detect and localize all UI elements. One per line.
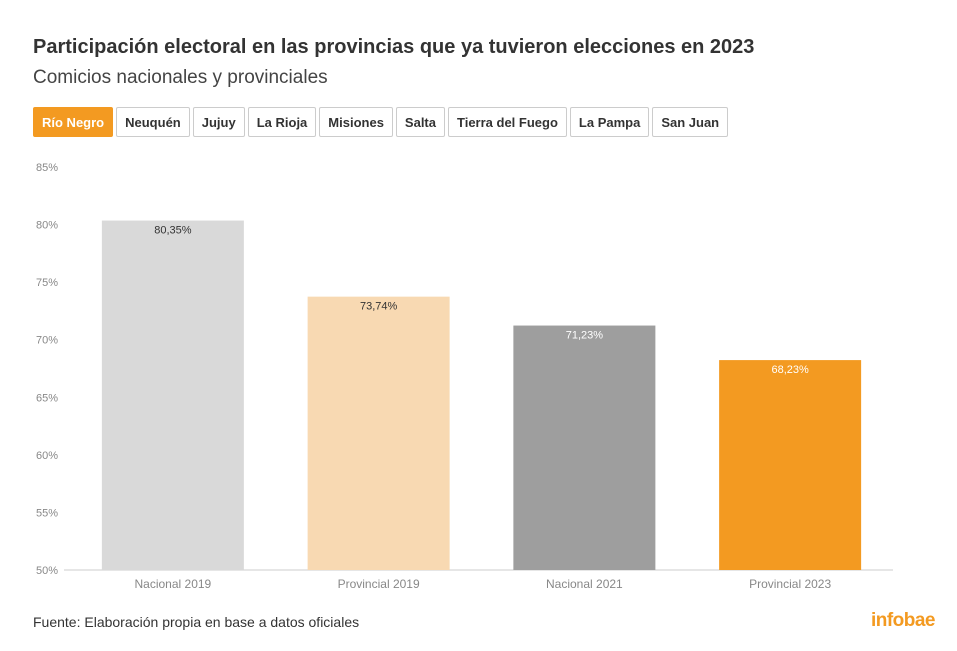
data-label: 71,23% (566, 330, 604, 342)
data-label: 68,23% (771, 364, 809, 376)
bar (719, 360, 862, 570)
x-tick-label: Nacional 2019 (135, 577, 212, 591)
province-tabs: Río Negro Neuquén Jujuy La Rioja Misiones Sal… (33, 107, 729, 137)
tab-misiones[interactable]: Misiones (319, 107, 393, 137)
y-tick-label: 50% (36, 565, 58, 577)
chart-svg: 50% 55% 60% 65% 70% 75% 80% 85% 80,35% Nacional 2… (36, 162, 893, 591)
data-label: 80,35% (154, 225, 192, 237)
y-tick-label: 85% (36, 162, 58, 174)
y-tick-label: 60% (36, 450, 58, 462)
page-subtitle: Comicios nacionales y provinciales (33, 67, 328, 88)
x-tick-label: Nacional 2021 (546, 577, 623, 591)
tab-jujuy[interactable]: Jujuy (192, 107, 245, 137)
tab-tierra-del-fuego[interactable]: Tierra del Fuego (448, 107, 567, 137)
data-label: 73,74% (360, 301, 398, 313)
y-tick-label: 80% (36, 220, 58, 232)
y-tick-label: 55% (36, 507, 58, 519)
tab-río-negro[interactable]: Río Negro (33, 107, 114, 137)
tab-la-pampa[interactable]: La Pampa (569, 107, 650, 137)
tab-neuquén[interactable]: Neuquén (116, 107, 190, 137)
bar (513, 325, 656, 570)
bar (307, 296, 450, 570)
bar (101, 220, 244, 570)
x-tick-label: Provincial 2023 (749, 577, 831, 591)
infobae-logo: infobae (870, 610, 936, 631)
source-note: Fuente: Elaboración propia en base a dat… (33, 614, 360, 630)
y-tick-label: 65% (36, 392, 58, 404)
x-tick-label: Provincial 2019 (338, 577, 420, 591)
y-tick-label: 70% (36, 335, 58, 347)
tab-san-juan[interactable]: San Juan (652, 107, 729, 137)
tab-salta[interactable]: Salta (395, 107, 445, 137)
page-title: Participación electoral en las provincia… (33, 36, 755, 58)
tab-la-rioja[interactable]: La Rioja (247, 107, 317, 137)
y-tick-label: 75% (36, 277, 58, 289)
bar-chart: 50% 55% 60% 65% 70% 75% 80% 85% 80,35% Nacional 2… (0, 150, 957, 600)
